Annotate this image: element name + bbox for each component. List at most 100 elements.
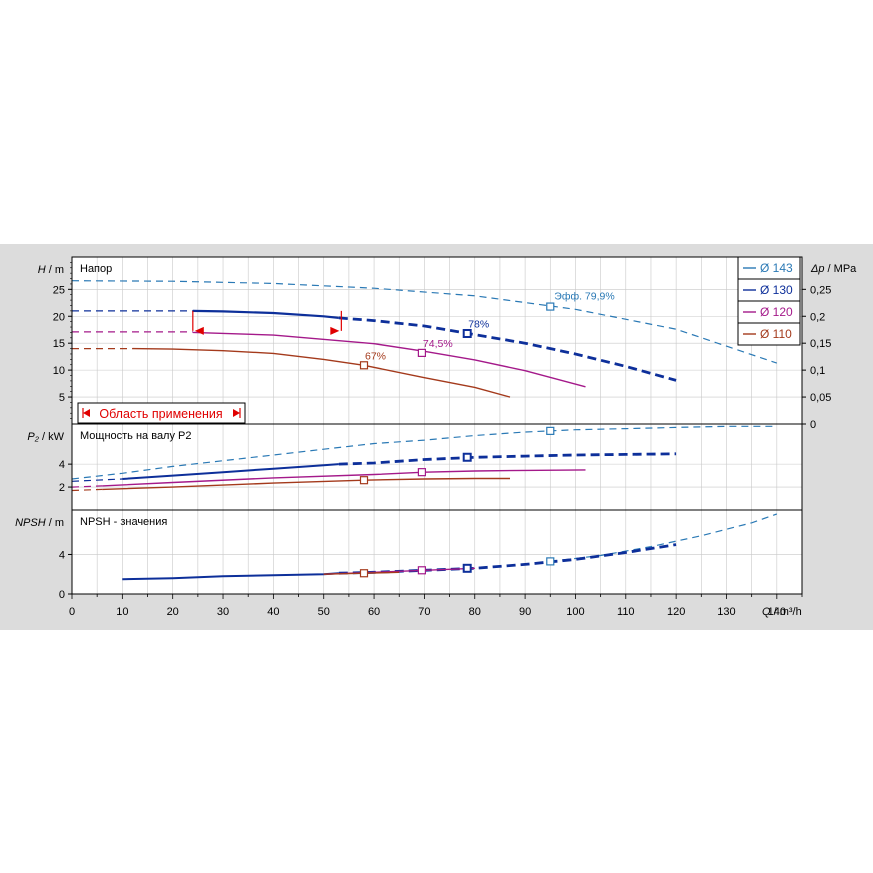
legend-item-box (737, 322, 801, 346)
duty-point-d110 (359, 569, 369, 578)
right-tick-label: 0,15 (810, 338, 831, 350)
curve-d120 (72, 485, 103, 488)
efficiency-label-d143: Эфф. 79,9% (554, 291, 614, 303)
npsh-y-axis-label-unit: / m (46, 517, 64, 529)
range-legend-left-arrow (83, 409, 90, 417)
curve-d110 (72, 488, 103, 492)
right-axis-label: Δp / MPa (810, 263, 857, 275)
x-tick-label: 50 (318, 606, 330, 618)
duty-point-d130 (462, 328, 472, 338)
curve-d130 (338, 452, 677, 466)
x-tick-label: 140 (768, 606, 786, 618)
x-tick-label: 100 (566, 606, 584, 618)
npsh-panel-title: NPSH - значения (80, 516, 167, 528)
x-tick-label: 0 (69, 606, 75, 618)
head-curves (72, 280, 777, 398)
legend-label: Ø 110 (760, 327, 792, 341)
curve-d143 (72, 280, 777, 364)
npsh-y-axis-label: NPSH / m (15, 517, 64, 529)
npsh-frame (71, 509, 803, 595)
range-left-arrow (194, 326, 204, 335)
x-tick-label: 90 (519, 606, 531, 618)
curve-d130 (72, 478, 123, 482)
x-tick-label: 60 (368, 606, 380, 618)
legend: Ø 143 Ø 130 Ø 120 Ø 110 (737, 256, 801, 346)
npsh-y-axis-label-symbol: NPSH (15, 517, 46, 529)
range-right-arrow (330, 326, 340, 335)
curve-d130 (338, 316, 677, 382)
range-legend-box: Область применения (77, 402, 246, 424)
y-tick-label: 20 (53, 311, 65, 323)
range-legend-frame (77, 402, 246, 424)
curve-d130 (122, 463, 339, 480)
legend-item-d130: Ø 130 (737, 278, 801, 302)
legend-item-d110: Ø 110 (737, 322, 801, 346)
efficiency-label-d130: 78% (468, 318, 489, 330)
curve-d120 (102, 469, 586, 487)
duty-point-d143 (546, 426, 555, 435)
right-axis-label-symbol: Δp (810, 263, 825, 275)
head-y-axis-label-unit: / m (46, 264, 64, 276)
x-tick-label: 10 (116, 606, 128, 618)
npsh-plot-area (72, 510, 802, 594)
y-tick-label: 4 (59, 459, 65, 471)
panel-power: 2 4 Мощность на валу P2 P₂ / kW (27, 423, 803, 511)
range-legend-right-arrow (233, 409, 240, 417)
head-vertical-grid (71, 257, 803, 424)
duty-point-d120 (417, 566, 426, 575)
legend-label: Ø 143 (760, 261, 793, 275)
right-tick-label: 0,05 (810, 392, 831, 404)
npsh-horizontal-grid: 04 (59, 549, 802, 601)
power-y-axis-label: P₂ / kW (27, 431, 64, 443)
x-tick-label: 30 (217, 606, 229, 618)
right-tick-label: 0,25 (810, 284, 831, 296)
curve-d110 (132, 347, 511, 398)
y-tick-label: 15 (53, 338, 65, 350)
power-curves (72, 425, 777, 492)
y-tick-label: 5 (59, 392, 65, 404)
right-axis-label-unit: / MPa (825, 263, 858, 275)
right-tick-label: 0 (810, 419, 816, 431)
y-tick-label: 0 (59, 589, 65, 601)
panel-head: 5 10 15 20 25 Напор H / m 0 0,05 0,1 0,15 0,2 0,25 Δp… (38, 256, 857, 431)
legend-label: Ø 130 (760, 283, 793, 297)
y-tick-label: 2 (59, 482, 65, 494)
power-y-axis-label-unit: / kW (39, 431, 65, 443)
x-tick-label: 110 (617, 606, 635, 618)
y-tick-label: 10 (53, 365, 65, 377)
y-tick-label: 4 (59, 549, 65, 561)
duty-point-d143 (546, 302, 555, 311)
curve-d130 (192, 309, 339, 319)
efficiency-label-d110: 67% (365, 350, 386, 362)
right-tick-label: 0,1 (810, 365, 825, 377)
range-legend-label: Область применения (99, 407, 222, 421)
duty-point-d120 (417, 348, 426, 357)
head-horizontal-grid: 5 10 15 20 25 (53, 262, 802, 419)
x-tick-label: 20 (167, 606, 179, 618)
head-plot-area (72, 257, 802, 424)
duty-point-d110 (359, 361, 369, 370)
legend-label: Ø 120 (760, 305, 793, 319)
duty-point-d120 (417, 468, 426, 477)
head-y-axis-label: H / m (38, 264, 64, 276)
head-panel-title: Напор (80, 263, 112, 275)
x-tick-label: 70 (418, 606, 430, 618)
right-tick-label: 0,2 (810, 311, 825, 323)
duty-point-d130 (462, 563, 472, 573)
x-tick-label: 130 (717, 606, 735, 618)
x-axis-label-unit: / m³/h (771, 606, 802, 618)
operating-range (192, 310, 342, 335)
x-tick-label: 80 (469, 606, 481, 618)
legend-item-d120: Ø 120 (737, 300, 801, 324)
duty-point-d110 (359, 476, 369, 485)
legend-item-d143: Ø 143 (737, 256, 801, 280)
efficiency-label-d120: 74,5% (423, 338, 453, 350)
x-tick-label: 120 (667, 606, 685, 618)
x-axis-label: Q / m³/h (762, 606, 802, 618)
power-y-axis-label-symbol: P₂ (27, 431, 39, 443)
curve-d143 (72, 425, 777, 480)
